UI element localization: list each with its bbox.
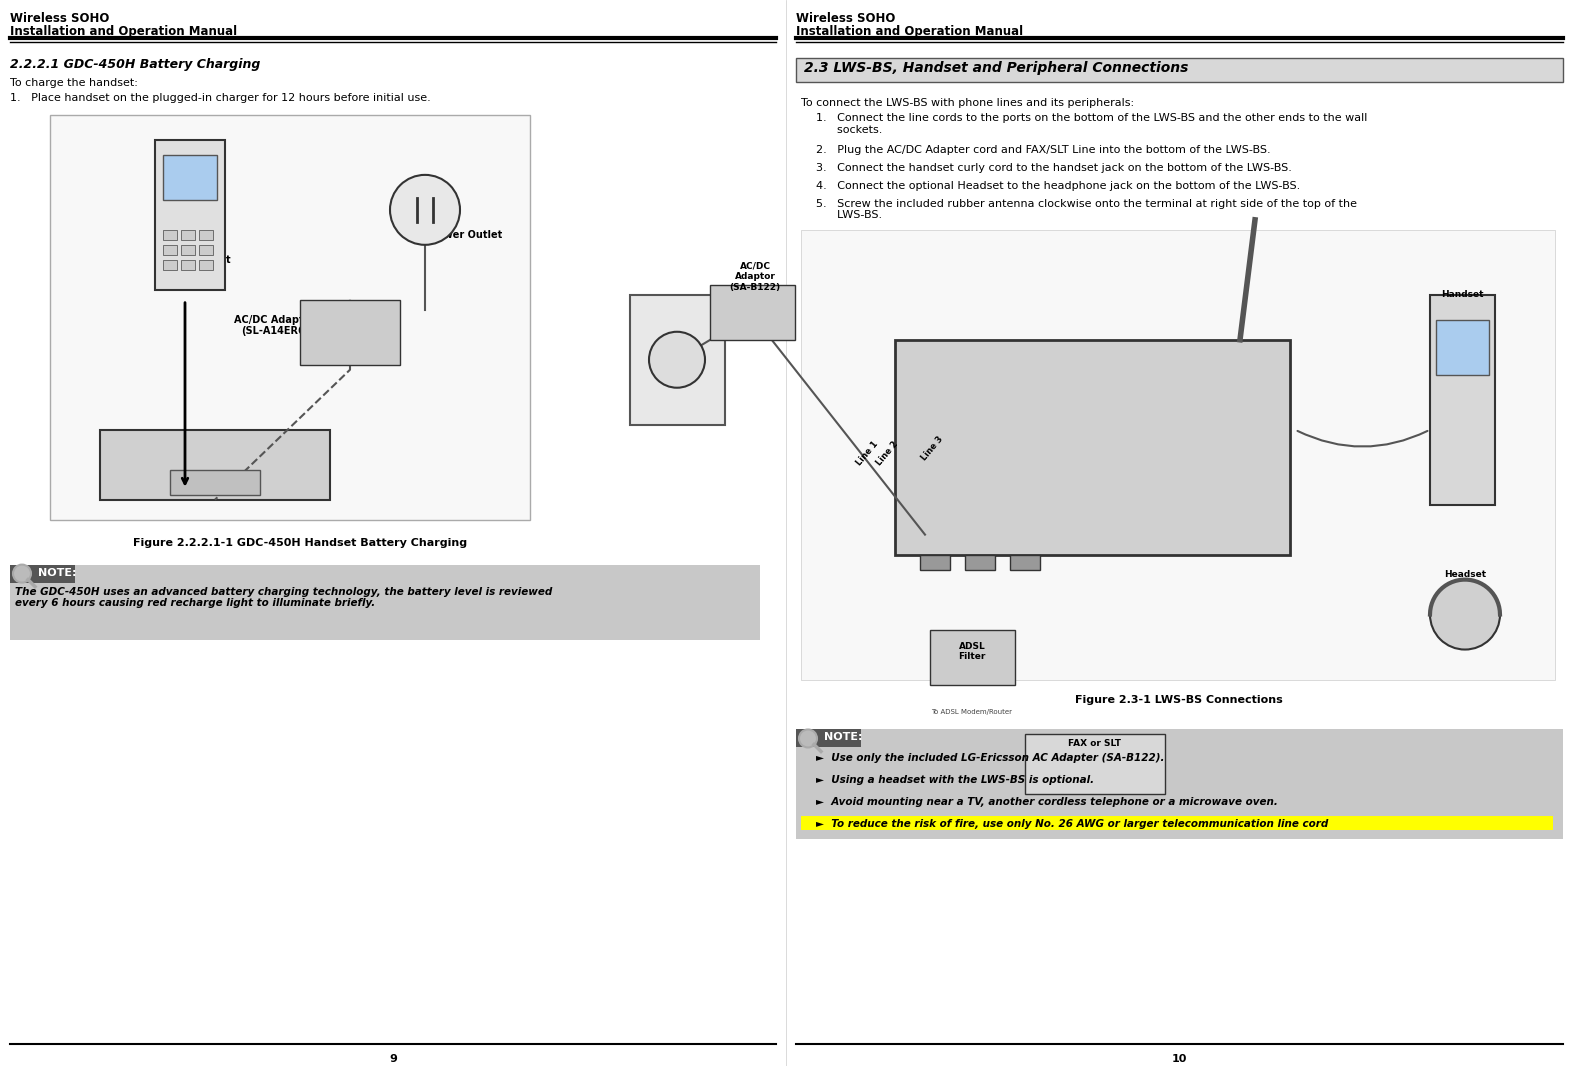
Text: Wireless SOHO: Wireless SOHO bbox=[9, 12, 110, 25]
Circle shape bbox=[390, 175, 459, 244]
Bar bbox=[200, 229, 212, 240]
Bar bbox=[895, 339, 1290, 555]
Text: ►  To reduce the risk of fire, use only No. 26 AWG or larger telecommunication l: ► To reduce the risk of fire, use only N… bbox=[816, 819, 1328, 829]
Text: Handset: Handset bbox=[186, 255, 231, 265]
Text: Line 2: Line 2 bbox=[875, 440, 900, 467]
Bar bbox=[1026, 734, 1166, 795]
Bar bbox=[156, 140, 225, 290]
Text: To connect the LWS-BS with phone lines and its peripherals:: To connect the LWS-BS with phone lines a… bbox=[801, 98, 1134, 108]
Bar bbox=[170, 469, 260, 495]
Text: Installation and Operation Manual: Installation and Operation Manual bbox=[9, 25, 238, 38]
Text: Handset: Handset bbox=[1441, 290, 1483, 299]
Text: FAX or SLT: FAX or SLT bbox=[1068, 739, 1122, 748]
Text: Headset: Headset bbox=[1444, 570, 1486, 578]
Bar bbox=[200, 260, 212, 270]
Bar bbox=[181, 260, 195, 270]
Bar bbox=[164, 155, 217, 200]
Text: 1.   Place handset on the plugged-in charger for 12 hours before initial use.: 1. Place handset on the plugged-in charg… bbox=[9, 93, 431, 102]
Bar bbox=[300, 300, 400, 365]
Bar bbox=[9, 564, 76, 583]
Bar bbox=[200, 244, 212, 255]
Text: Figure 2.2.2.1-1 GDC-450H Handset Battery Charging: Figure 2.2.2.1-1 GDC-450H Handset Batter… bbox=[134, 538, 467, 547]
Text: Handset Charger: Handset Charger bbox=[168, 480, 261, 490]
Bar bbox=[709, 285, 794, 339]
Text: 3.   Connect the handset curly cord to the handset jack on the bottom of the LWS: 3. Connect the handset curly cord to the… bbox=[816, 163, 1291, 173]
Text: ►  Avoid mounting near a TV, another cordless telephone or a microwave oven.: ► Avoid mounting near a TV, another cord… bbox=[816, 797, 1277, 808]
Bar bbox=[164, 229, 178, 240]
Text: Figure 2.3-1 LWS-BS Connections: Figure 2.3-1 LWS-BS Connections bbox=[1074, 695, 1284, 704]
Bar bbox=[930, 630, 1015, 685]
Bar bbox=[631, 294, 725, 425]
Bar bbox=[164, 244, 178, 255]
Bar bbox=[964, 555, 996, 570]
Bar bbox=[1010, 555, 1040, 570]
Text: Line 1: Line 1 bbox=[854, 440, 879, 467]
Text: 2.2.2.1 GDC-450H Battery Charging: 2.2.2.1 GDC-450H Battery Charging bbox=[9, 58, 261, 71]
Bar bbox=[796, 730, 860, 748]
Text: ►  Use only the included LG-Ericsson AC Adapter (SA-B122).: ► Use only the included LG-Ericsson AC A… bbox=[816, 753, 1164, 764]
Text: 1.   Connect the line cords to the ports on the bottom of the LWS-BS and the oth: 1. Connect the line cords to the ports o… bbox=[816, 113, 1367, 134]
Text: Power Outlet: Power Outlet bbox=[429, 229, 502, 240]
Bar bbox=[9, 564, 760, 639]
Circle shape bbox=[799, 730, 816, 748]
Text: ►  Using a headset with the LWS-BS is optional.: ► Using a headset with the LWS-BS is opt… bbox=[816, 776, 1095, 785]
Bar bbox=[101, 430, 330, 499]
Bar bbox=[1430, 294, 1494, 505]
Text: 5.   Screw the included rubber antenna clockwise onto the terminal at right side: 5. Screw the included rubber antenna clo… bbox=[816, 198, 1357, 221]
Bar bbox=[801, 229, 1556, 680]
Text: AC/DC Adaptor
(SL-A14ER6): AC/DC Adaptor (SL-A14ER6) bbox=[234, 315, 316, 336]
Text: Installation and Operation Manual: Installation and Operation Manual bbox=[796, 25, 1022, 38]
Text: 2.3 LWS-BS, Handset and Peripheral Connections: 2.3 LWS-BS, Handset and Peripheral Conne… bbox=[804, 61, 1188, 75]
Text: NOTE:: NOTE: bbox=[38, 568, 77, 577]
Text: Line 3: Line 3 bbox=[920, 434, 945, 462]
Text: To charge the handset:: To charge the handset: bbox=[9, 78, 138, 87]
Text: 9: 9 bbox=[389, 1054, 396, 1064]
Bar bbox=[164, 260, 178, 270]
Bar bbox=[181, 244, 195, 255]
Bar bbox=[796, 58, 1564, 82]
Circle shape bbox=[13, 564, 31, 583]
Bar bbox=[181, 229, 195, 240]
Bar bbox=[50, 115, 530, 520]
Bar bbox=[801, 816, 1553, 830]
Circle shape bbox=[650, 332, 705, 387]
Text: 2.   Plug the AC/DC Adapter cord and FAX/SLT Line into the bottom of the LWS-BS.: 2. Plug the AC/DC Adapter cord and FAX/S… bbox=[816, 145, 1271, 155]
Text: To ADSL Modem/Router: To ADSL Modem/Router bbox=[931, 710, 1013, 716]
Circle shape bbox=[1430, 579, 1501, 650]
Text: AC/DC
Adaptor
(SA-B122): AC/DC Adaptor (SA-B122) bbox=[730, 261, 780, 291]
Text: 10: 10 bbox=[1172, 1054, 1186, 1064]
Bar bbox=[796, 730, 1564, 840]
Text: 4.   Connect the optional Headset to the headphone jack on the bottom of the LWS: 4. Connect the optional Headset to the h… bbox=[816, 181, 1301, 191]
Bar bbox=[920, 555, 950, 570]
Text: NOTE:: NOTE: bbox=[824, 732, 862, 743]
Bar bbox=[1436, 320, 1490, 375]
Text: Wireless SOHO: Wireless SOHO bbox=[796, 12, 895, 25]
Text: The GDC-450H uses an advanced battery charging technology, the battery level is : The GDC-450H uses an advanced battery ch… bbox=[16, 587, 552, 608]
Text: ADSL
Filter: ADSL Filter bbox=[958, 641, 986, 660]
